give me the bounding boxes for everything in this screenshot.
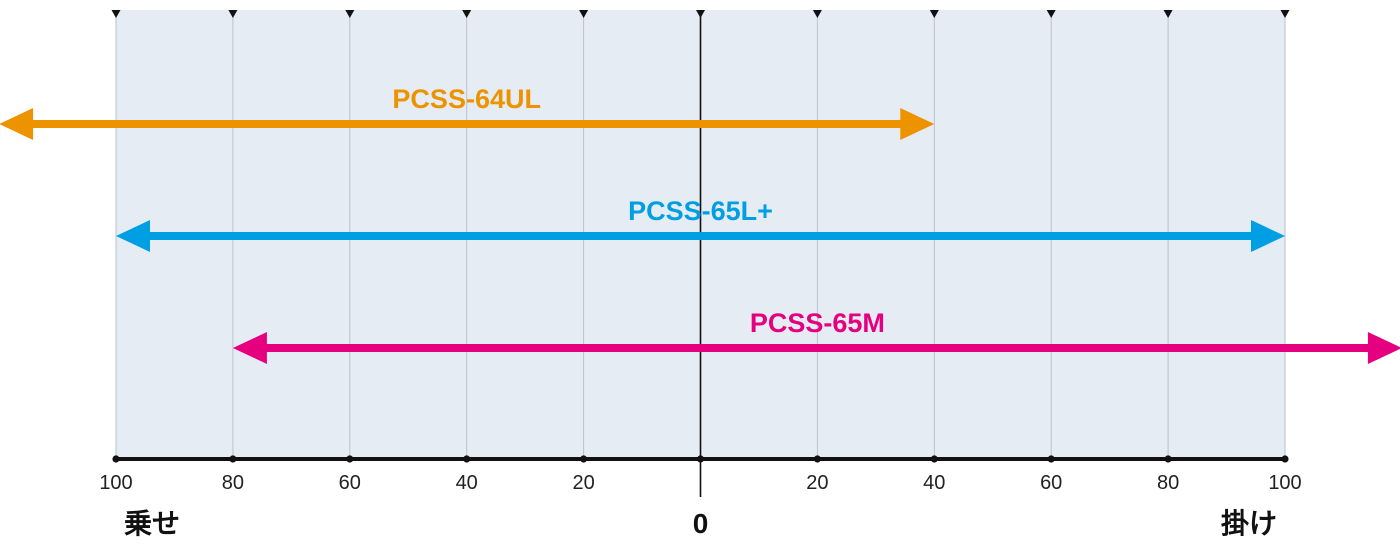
- arrow-head-right-pcss-65m: [1367, 332, 1400, 364]
- series-pcss-64ul: PCSS-64UL: [0, 84, 935, 140]
- center-zero-label: 0: [693, 508, 709, 539]
- series-pcss-65l-: PCSS-65L+: [116, 196, 1285, 252]
- top-marker-tick-left-60: [345, 10, 355, 18]
- series-label-pcss-65m: PCSS-65M: [750, 308, 885, 338]
- top-tick-markers: [111, 10, 1290, 18]
- top-marker-tick-right-80: [1163, 10, 1173, 18]
- axis-dot-tick-left-20: [580, 455, 588, 463]
- top-marker-tick-left-80: [228, 10, 238, 18]
- axis-dot-tick-left-40: [463, 455, 471, 463]
- tick-label-tick-left-80: 80: [222, 472, 244, 494]
- arrow-head-left-pcss-64ul: [0, 108, 34, 140]
- axis-dot-tick-0: [696, 455, 705, 463]
- tick-label-tick-right-60: 60: [1040, 472, 1062, 494]
- axis-tick-dots: [112, 455, 1289, 463]
- arrow-head-left-pcss-65l-: [116, 220, 150, 252]
- top-marker-tick-0: [696, 10, 705, 18]
- series-label-pcss-65l-: PCSS-65L+: [628, 196, 773, 226]
- tick-label-tick-left-20: 20: [572, 472, 594, 494]
- top-marker-tick-right-100: [1280, 10, 1290, 18]
- axis-dot-tick-right-60: [1047, 455, 1055, 463]
- tick-label-tick-right-20: 20: [806, 472, 828, 494]
- right-end-label: 掛け: [1221, 508, 1277, 539]
- tick-label-tick-left-60: 60: [339, 472, 361, 494]
- tick-label-tick-left-100: 100: [99, 472, 132, 494]
- tick-label-tick-right-100: 100: [1268, 472, 1301, 494]
- x-tick-labels: 100 80 60 40 20 20 40 60 80 100: [99, 472, 1301, 494]
- top-marker-tick-left-40: [462, 10, 472, 18]
- arrow-head-right-pcss-65l-: [1251, 220, 1285, 252]
- top-marker-tick-right-60: [1046, 10, 1056, 18]
- top-marker-tick-left-100: [111, 10, 121, 18]
- axis-dot-tick-left-100: [112, 455, 120, 463]
- top-marker-tick-right-20: [812, 10, 822, 18]
- left-end-label: 乗せ: [124, 508, 180, 539]
- axis-dot-tick-left-80: [229, 455, 237, 463]
- series-pcss-65m: PCSS-65M: [232, 308, 1400, 364]
- tick-label-tick-left-40: 40: [456, 472, 478, 494]
- arrow-head-right-pcss-64ul: [900, 108, 935, 140]
- axis-dot-tick-left-60: [346, 455, 354, 463]
- tick-label-tick-right-80: 80: [1157, 472, 1179, 494]
- series-arrows: PCSS-64UL PCSS-65L+ PCSS-65M: [0, 84, 1400, 364]
- top-marker-tick-right-40: [929, 10, 939, 18]
- series-label-pcss-64ul: PCSS-64UL: [392, 84, 541, 114]
- axis-dot-tick-right-40: [930, 455, 938, 463]
- tick-label-tick-right-40: 40: [923, 472, 945, 494]
- axis-dot-tick-right-20: [813, 455, 822, 463]
- top-marker-tick-left-20: [579, 10, 589, 18]
- axis-dot-tick-right-80: [1164, 455, 1172, 463]
- axis-dot-tick-right-100: [1281, 455, 1289, 463]
- arrow-head-left-pcss-65m: [232, 332, 267, 364]
